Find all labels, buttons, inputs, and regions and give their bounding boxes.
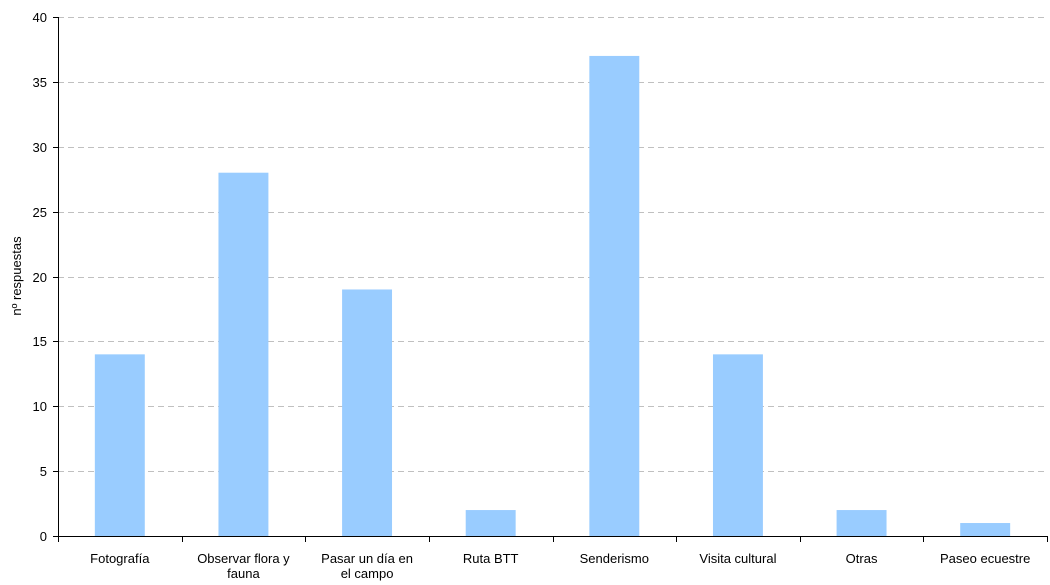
y-tick-label: 5 <box>40 464 47 479</box>
y-tick-label: 0 <box>40 529 47 544</box>
y-tick-label: 35 <box>33 75 47 90</box>
y-tick-label: 15 <box>33 334 47 349</box>
bar <box>94 354 145 536</box>
x-tick-label: Paseo ecuestre <box>940 551 1030 566</box>
y-tick-label: 10 <box>33 399 47 414</box>
y-axis-title: nº respuestas <box>9 236 24 316</box>
bar <box>465 510 516 536</box>
bar <box>712 354 763 536</box>
y-tick-label: 25 <box>33 205 47 220</box>
axes <box>53 17 1048 542</box>
bar <box>218 172 269 536</box>
bars <box>94 55 1011 537</box>
y-tick-label: 30 <box>33 140 47 155</box>
x-tick-label: Ruta BTT <box>463 551 519 566</box>
gridlines <box>58 17 1047 472</box>
x-tick-label: Otras <box>846 551 878 566</box>
bar <box>960 523 1011 536</box>
y-tick-label: 40 <box>33 10 47 25</box>
x-tick-label: Senderismo <box>580 551 649 566</box>
x-tick-labels: Fotografía Observar flora y fauna Pasar un … <box>90 551 1030 581</box>
bar <box>836 510 887 536</box>
x-tick-label: Pasar un día en el campo <box>321 551 413 581</box>
x-tick-label: Visita cultural <box>699 551 776 566</box>
y-tick-label: 20 <box>33 270 47 285</box>
y-tick-labels: 0 5 10 15 20 25 30 35 40 <box>33 10 47 544</box>
x-tick-label: Observar flora y fauna <box>197 551 290 581</box>
x-tick-label: Fotografía <box>90 551 150 566</box>
bar <box>589 55 640 537</box>
bar <box>342 289 393 536</box>
